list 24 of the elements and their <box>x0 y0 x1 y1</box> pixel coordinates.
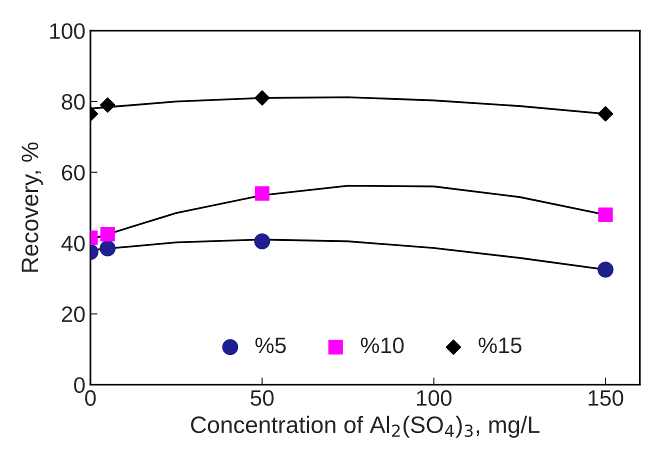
x-tick-label: 0 <box>85 390 96 406</box>
legend-label: %5 <box>255 338 286 354</box>
point <box>598 207 613 222</box>
legend-label: %15 <box>478 338 522 354</box>
y-tick-label: 100 <box>50 23 85 39</box>
point <box>100 97 116 113</box>
y-tick-label: 80 <box>62 94 85 110</box>
legend-label: %10 <box>360 337 404 354</box>
point <box>254 233 270 250</box>
y-axis-title: Recovery, % <box>22 142 43 272</box>
point <box>254 186 270 201</box>
y-tick-label: 0 <box>74 377 85 393</box>
x-tick-label: 50 <box>250 390 274 406</box>
x-tick-label: 100 <box>416 390 452 406</box>
point <box>254 90 270 106</box>
point <box>598 106 614 122</box>
point <box>100 226 115 242</box>
point <box>100 240 116 256</box>
x-tick-label: 150 <box>588 390 624 406</box>
y-tick-label: 60 <box>62 164 85 181</box>
y-tick-label: 40 <box>61 236 85 252</box>
point <box>598 262 614 278</box>
x-axis-title: Concentration of Al$_{2}$(SO$_{4}$)$_{3}$, mg/L <box>191 416 540 438</box>
y-tick-label: 20 <box>62 306 85 322</box>
